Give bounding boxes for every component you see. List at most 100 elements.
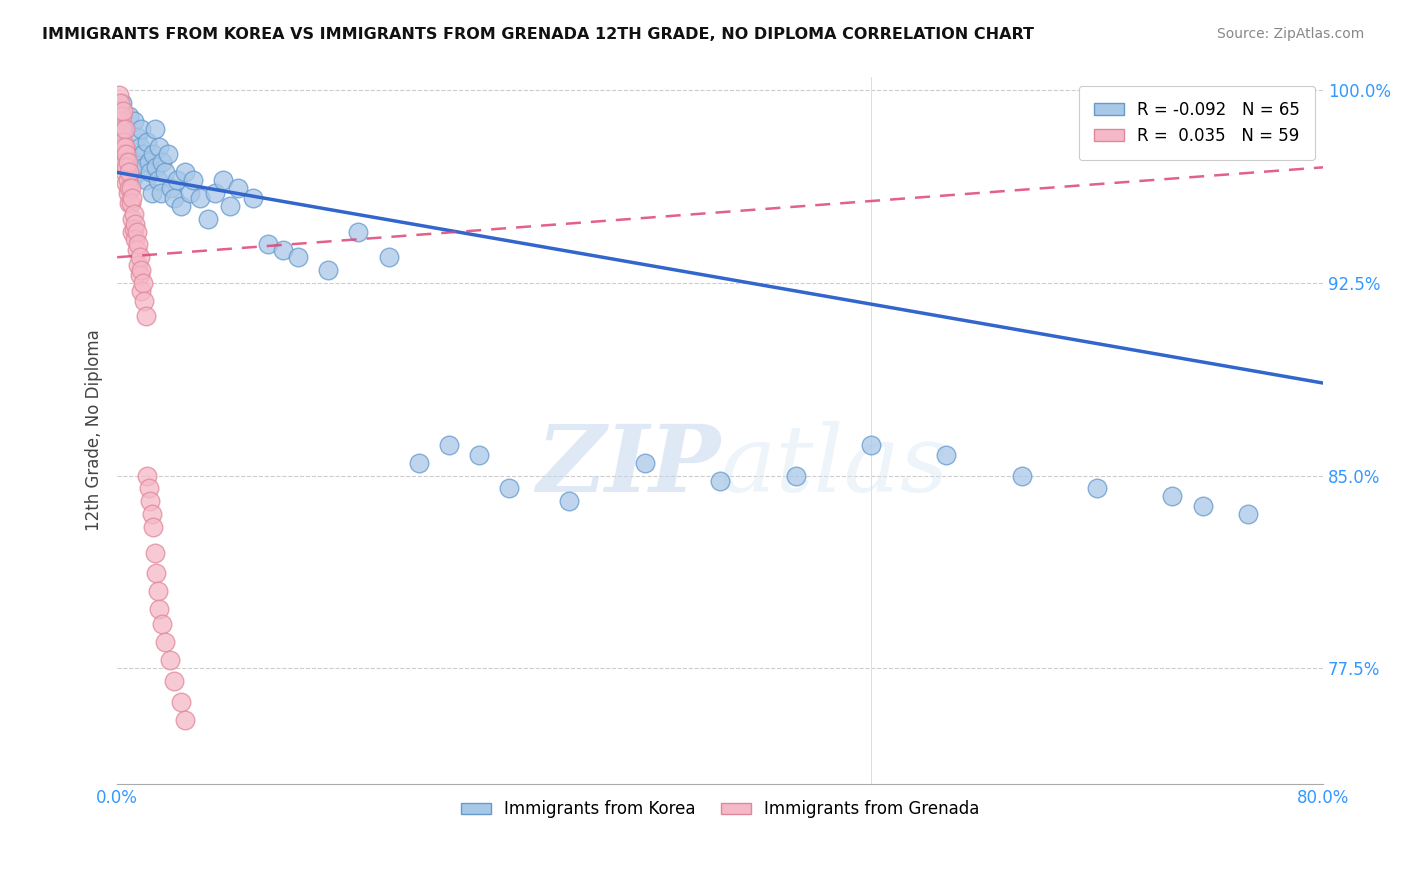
- Point: [115, 176, 138, 190]
- Point: [181, 173, 204, 187]
- Point: [128, 140, 150, 154]
- Point: [174, 165, 197, 179]
- Point: [163, 191, 186, 205]
- Point: [114, 165, 136, 179]
- Point: [152, 155, 174, 169]
- Point: [112, 147, 135, 161]
- Point: [558, 494, 581, 508]
- Point: [935, 448, 957, 462]
- Point: [709, 474, 731, 488]
- Point: [117, 173, 139, 187]
- Point: [134, 161, 156, 175]
- Point: [1085, 482, 1108, 496]
- Point: [118, 165, 141, 179]
- Point: [122, 206, 145, 220]
- Point: [108, 135, 131, 149]
- Point: [1191, 500, 1213, 514]
- Point: [112, 135, 135, 149]
- Point: [197, 211, 219, 226]
- Point: [785, 468, 807, 483]
- Point: [166, 173, 188, 187]
- Point: [347, 225, 370, 239]
- Point: [271, 243, 294, 257]
- Point: [108, 129, 131, 144]
- Text: IMMIGRANTS FROM KOREA VS IMMIGRANTS FROM GRENADA 12TH GRADE, NO DIPLOMA CORRELAT: IMMIGRANTS FROM KOREA VS IMMIGRANTS FROM…: [42, 27, 1035, 42]
- Point: [120, 161, 142, 175]
- Point: [468, 448, 491, 462]
- Point: [149, 186, 172, 200]
- Point: [138, 482, 160, 496]
- Point: [120, 196, 142, 211]
- Point: [121, 211, 143, 226]
- Point: [117, 147, 139, 161]
- Point: [498, 482, 520, 496]
- Point: [131, 263, 153, 277]
- Point: [136, 468, 159, 483]
- Point: [188, 191, 211, 205]
- Point: [134, 293, 156, 308]
- Point: [142, 147, 165, 161]
- Point: [139, 494, 162, 508]
- Point: [226, 181, 249, 195]
- Point: [114, 155, 136, 169]
- Point: [859, 438, 882, 452]
- Point: [1236, 507, 1258, 521]
- Point: [111, 96, 134, 111]
- Point: [131, 284, 153, 298]
- Point: [115, 147, 138, 161]
- Point: [108, 114, 131, 128]
- Point: [125, 129, 148, 144]
- Legend: Immigrants from Korea, Immigrants from Grenada: Immigrants from Korea, Immigrants from G…: [454, 794, 986, 825]
- Point: [111, 121, 134, 136]
- Point: [132, 147, 155, 161]
- Point: [128, 268, 150, 283]
- Point: [125, 225, 148, 239]
- Point: [634, 456, 657, 470]
- Point: [174, 713, 197, 727]
- Point: [152, 617, 174, 632]
- Point: [211, 173, 233, 187]
- Point: [143, 545, 166, 559]
- Point: [127, 237, 149, 252]
- Point: [136, 135, 159, 149]
- Point: [132, 276, 155, 290]
- Point: [169, 694, 191, 708]
- Point: [179, 186, 201, 200]
- Point: [437, 438, 460, 452]
- Point: [112, 103, 135, 118]
- Point: [111, 140, 134, 154]
- Y-axis label: 12th Grade, No Diploma: 12th Grade, No Diploma: [86, 330, 103, 532]
- Point: [114, 140, 136, 154]
- Point: [121, 225, 143, 239]
- Point: [108, 96, 131, 111]
- Point: [114, 121, 136, 136]
- Point: [145, 161, 167, 175]
- Point: [118, 196, 141, 211]
- Text: atlas: atlas: [720, 421, 949, 511]
- Point: [115, 161, 138, 175]
- Point: [257, 237, 280, 252]
- Point: [120, 181, 142, 195]
- Point: [122, 222, 145, 236]
- Point: [107, 103, 129, 118]
- Point: [122, 114, 145, 128]
- Point: [145, 566, 167, 581]
- Point: [135, 310, 157, 324]
- Point: [146, 584, 169, 599]
- Point: [142, 520, 165, 534]
- Point: [125, 243, 148, 257]
- Point: [124, 217, 146, 231]
- Point: [118, 109, 141, 123]
- Point: [118, 181, 141, 195]
- Point: [242, 191, 264, 205]
- Point: [124, 155, 146, 169]
- Point: [146, 173, 169, 187]
- Point: [115, 121, 138, 136]
- Point: [121, 173, 143, 187]
- Point: [204, 186, 226, 200]
- Point: [377, 250, 399, 264]
- Point: [169, 199, 191, 213]
- Point: [111, 109, 134, 123]
- Point: [141, 507, 163, 521]
- Point: [107, 88, 129, 103]
